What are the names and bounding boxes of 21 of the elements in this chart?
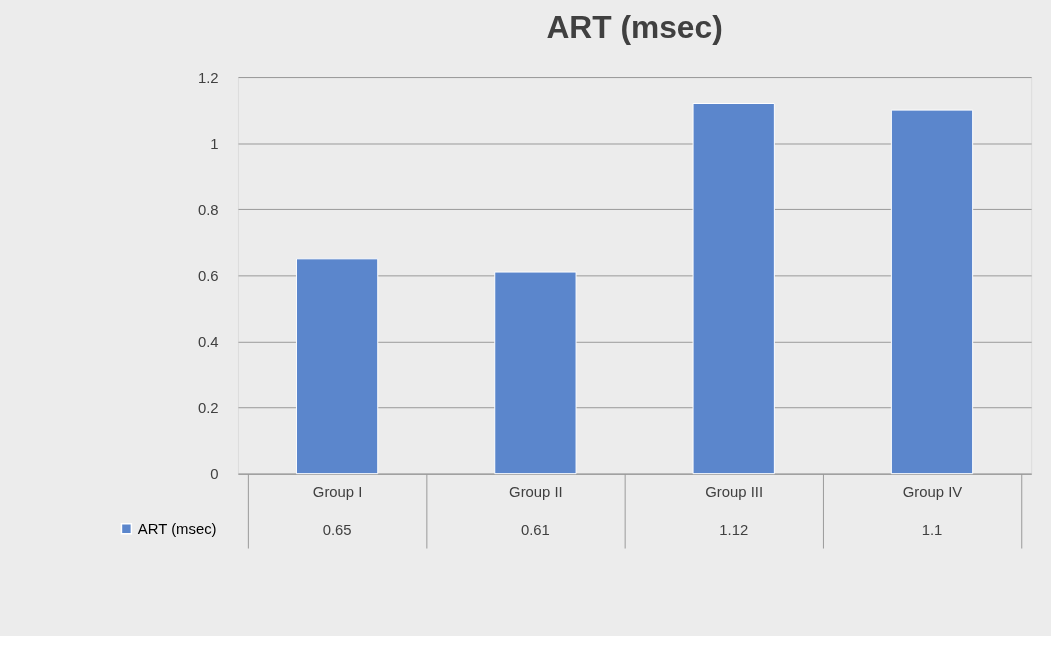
bar [692,103,775,475]
bar [494,271,577,475]
y-tick-label: 0.8 [197,201,219,218]
data-label: 1.1 [921,522,943,539]
y-tick-label: 0.4 [197,333,219,350]
y-tick-label: 0.6 [197,267,219,284]
data-label: 1.12 [719,522,749,539]
data-label: 0.61 [520,522,550,539]
bar [295,258,379,475]
x-tick-label: Group III [705,483,764,500]
x-tick-label: Group I [312,483,363,500]
legend-label: ART (msec) [137,520,217,537]
y-tick-label: 1.2 [197,69,219,86]
chart-title: ART (msec) [546,9,723,46]
data-label: 0.65 [322,522,352,539]
y-tick-label: 0 [210,466,219,483]
x-tick-label: Group II [509,483,563,500]
y-tick-label: 0.2 [197,400,219,417]
x-tick-label: Group IV [902,483,963,500]
y-tick-label: 1 [210,135,219,152]
bar [890,109,974,475]
